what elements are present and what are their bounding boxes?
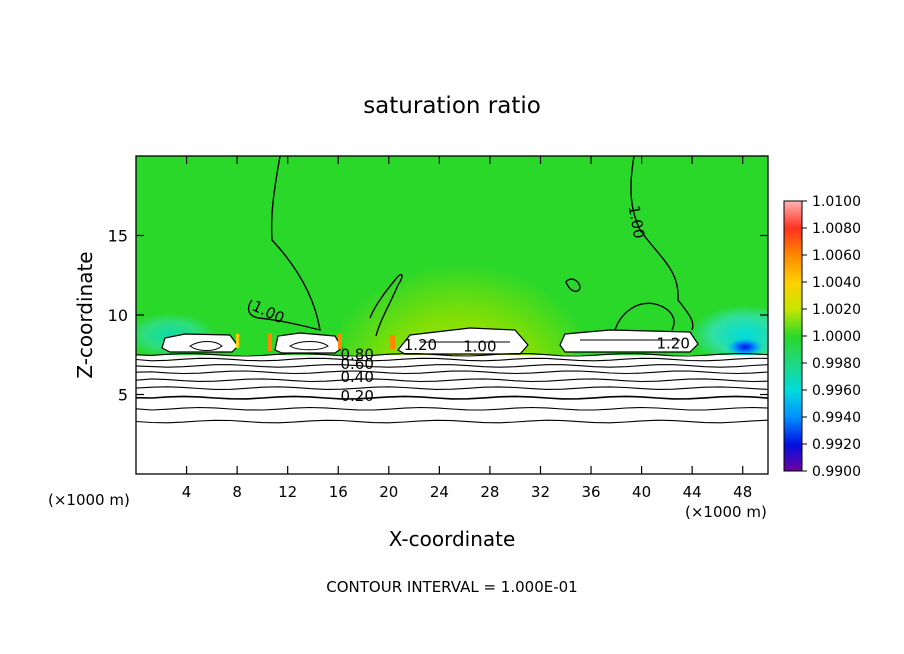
contour-label: 1.20 bbox=[656, 334, 689, 352]
contour-label: 0.20 bbox=[340, 387, 373, 405]
contour-line bbox=[136, 378, 768, 383]
colorbar-label: 1.0000 bbox=[812, 329, 861, 345]
contour-line bbox=[247, 156, 321, 331]
colorbar-segment bbox=[784, 363, 802, 391]
plot-area bbox=[136, 156, 768, 474]
contour-label: 1.20 bbox=[404, 336, 437, 354]
x-tick-label: 44 bbox=[683, 483, 702, 501]
x-axis-title: X-coordinate bbox=[389, 527, 516, 551]
colorbar-segment bbox=[784, 201, 802, 229]
colorbar-label: 1.0020 bbox=[812, 302, 861, 318]
cloud-patch bbox=[559, 329, 699, 353]
x-tick-label: 36 bbox=[581, 483, 600, 501]
y-tick-label: 10 bbox=[108, 306, 128, 325]
colorbar-label: 0.9940 bbox=[812, 410, 861, 426]
contour-line bbox=[630, 156, 694, 331]
colorbar-label: 1.0040 bbox=[812, 275, 861, 291]
contour-line bbox=[136, 395, 768, 400]
x-unit-left: (×1000 m) bbox=[48, 491, 130, 509]
contour-line bbox=[136, 364, 768, 368]
x-tick-label: 24 bbox=[430, 483, 449, 501]
contour-label: 0.80 bbox=[340, 346, 373, 364]
contour-line bbox=[369, 273, 403, 337]
colorbar-segment bbox=[784, 309, 802, 337]
cloud-patch bbox=[161, 333, 239, 353]
contour-line bbox=[136, 419, 768, 424]
x-tick-label: 20 bbox=[379, 483, 398, 501]
contour-label: 1.00 bbox=[463, 338, 496, 356]
contour-line bbox=[136, 352, 768, 357]
contour-line bbox=[136, 357, 768, 362]
x-tick-label: 40 bbox=[632, 483, 651, 501]
colorbar-segment bbox=[784, 336, 802, 364]
y-tick-label: 15 bbox=[108, 227, 128, 246]
colorbar-segment bbox=[784, 228, 802, 256]
colorbar-segment bbox=[784, 282, 802, 310]
colorbar-segment bbox=[784, 255, 802, 283]
x-tick-label: 48 bbox=[733, 483, 752, 501]
lowest-saturation-region bbox=[725, 337, 765, 357]
contour-line bbox=[614, 302, 675, 331]
y-tick-label: 5 bbox=[118, 386, 128, 405]
x-tick-label: 16 bbox=[329, 483, 348, 501]
contour-line bbox=[136, 406, 768, 411]
colorbar-segment bbox=[784, 417, 802, 445]
colorbar-label: 0.9980 bbox=[812, 356, 861, 372]
y-axis-title: Z-coordinate bbox=[73, 251, 97, 378]
colorbar-segment bbox=[784, 444, 802, 472]
contour-label: 1.00 bbox=[625, 204, 649, 240]
x-tick-label: 32 bbox=[531, 483, 550, 501]
colorbar-label: 0.9900 bbox=[812, 464, 861, 480]
contour-interval-note: CONTOUR INTERVAL = 1.000E-01 bbox=[326, 578, 577, 596]
x-tick-label: 28 bbox=[480, 483, 499, 501]
colorbar-label: 1.0100 bbox=[812, 194, 861, 210]
x-tick-label: 8 bbox=[232, 483, 242, 501]
x-unit-right: (×1000 m) bbox=[685, 503, 767, 521]
contour-line bbox=[565, 278, 581, 293]
unsaturated-layer bbox=[136, 355, 768, 474]
colorbar-label: 0.9920 bbox=[812, 437, 861, 453]
colorbar: 1.0100 1.0080 1.0060 1.0040 1.0020 1.0000 0.99… bbox=[783, 194, 861, 480]
layer-contours bbox=[136, 352, 768, 424]
x-tick-label: 12 bbox=[278, 483, 297, 501]
x-tick-label: 4 bbox=[182, 483, 192, 501]
x-axis-ticks: 4 8 12 16 20 24 28 32 36 40 44 48 bbox=[182, 156, 752, 501]
colorbar-label: 0.9960 bbox=[812, 383, 861, 399]
contour-label: 0.40 bbox=[340, 368, 373, 386]
chart-title: saturation ratio bbox=[363, 93, 541, 119]
contour-label: 0.60 bbox=[340, 355, 373, 373]
colorbar-label: 1.0060 bbox=[812, 248, 861, 264]
contour-line bbox=[136, 386, 768, 390]
colorbar-segment bbox=[784, 390, 802, 418]
colorbar-label: 1.0080 bbox=[812, 221, 861, 237]
y-axis-ticks: 5 10 15 bbox=[108, 227, 768, 405]
contour-line bbox=[136, 370, 768, 375]
